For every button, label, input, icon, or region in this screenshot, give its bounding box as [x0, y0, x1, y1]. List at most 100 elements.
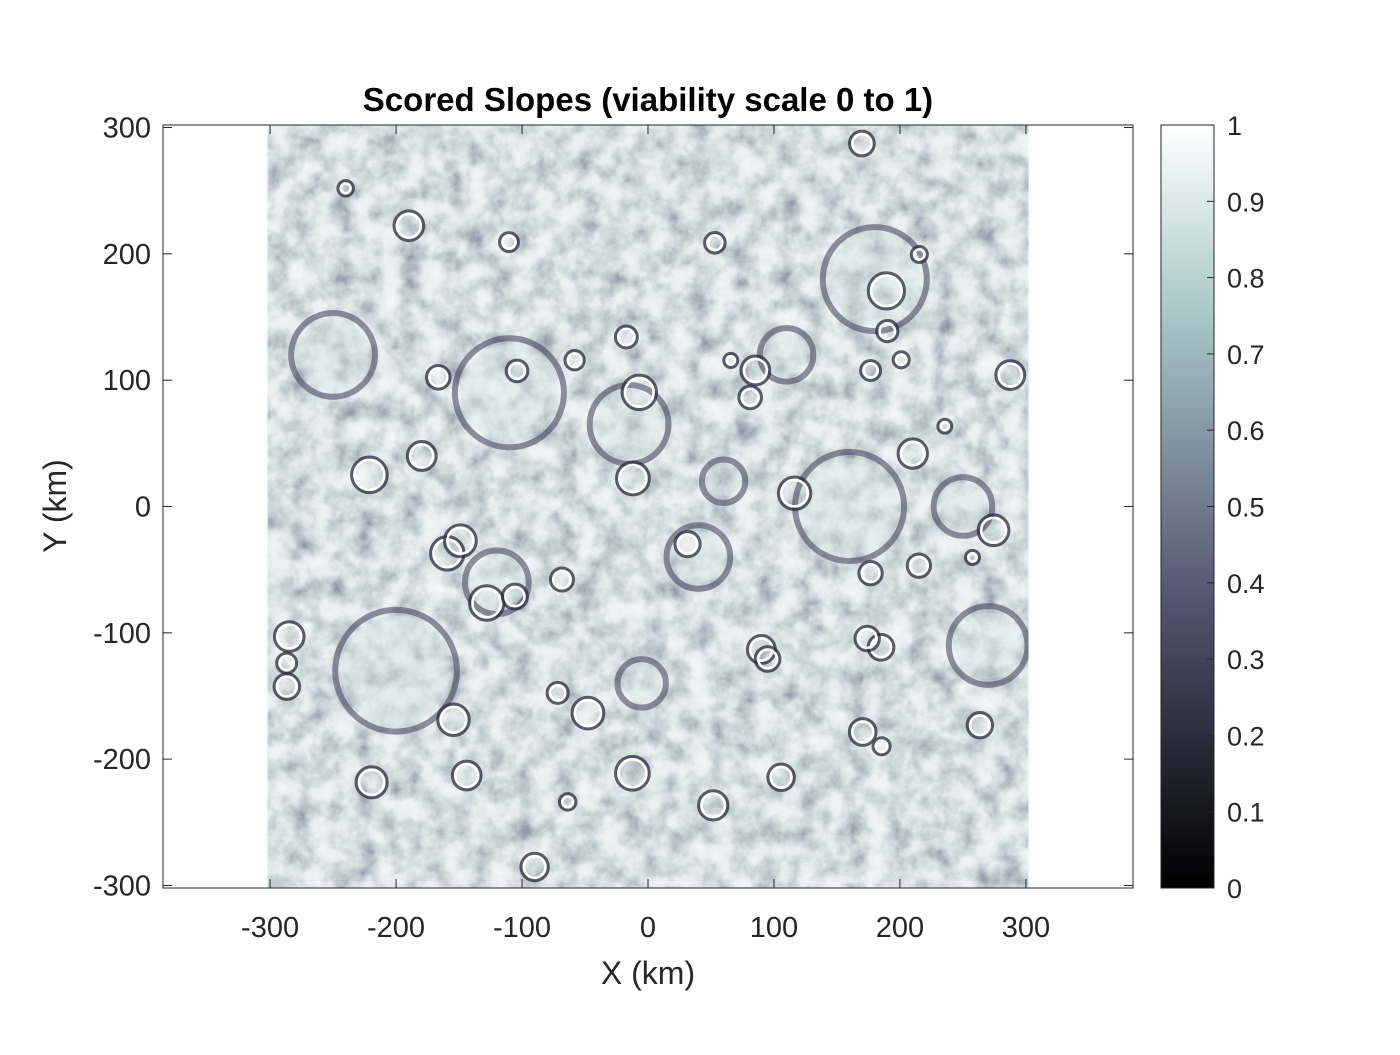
- small-crater-ring: [894, 353, 908, 367]
- colorbar-tick-label: 0.4: [1227, 569, 1265, 599]
- y-tick-label: 300: [103, 113, 151, 145]
- small-crater-rim: [875, 318, 900, 344]
- small-crater-rim: [739, 354, 772, 387]
- small-crater-ring: [623, 376, 655, 408]
- crater-floor: [297, 319, 369, 391]
- colorbar-tick-label: 0.1: [1227, 798, 1265, 828]
- crater-rim: [288, 310, 378, 400]
- x-tick-label: 200: [876, 912, 924, 944]
- small-crater-rim: [563, 349, 586, 372]
- crater-floor: [954, 612, 1022, 679]
- small-crater-rim: [548, 566, 576, 593]
- small-crater-ring: [617, 327, 636, 347]
- small-crater-ring: [275, 675, 298, 698]
- y-tick-label: -200: [93, 744, 151, 776]
- small-crater-rim: [965, 710, 995, 740]
- small-crater-rim: [336, 179, 355, 198]
- small-crater-rim: [896, 437, 929, 470]
- small-crater-ring: [276, 623, 303, 650]
- small-crater-ring: [439, 705, 468, 734]
- small-crater-ring: [851, 132, 873, 155]
- crater-floor: [707, 465, 740, 497]
- crater-rim: [614, 656, 669, 711]
- small-crater-rim: [697, 789, 730, 822]
- x-tick-label: 100: [750, 912, 798, 944]
- small-crater-rim: [905, 552, 933, 579]
- small-crater-rim: [976, 513, 1011, 548]
- small-crater-rim: [753, 645, 782, 673]
- colorbar-gradient: [1160, 124, 1215, 889]
- y-axis-label: Y (km): [37, 459, 73, 553]
- small-crater-ring: [561, 795, 575, 809]
- small-crater-rim: [519, 851, 550, 883]
- crater-floor: [828, 233, 921, 326]
- x-axis-label: X (km): [601, 955, 695, 991]
- small-crater-rim: [392, 209, 426, 243]
- small-crater-ring: [522, 855, 547, 879]
- crater-floor: [672, 531, 725, 583]
- small-crater-ring: [278, 654, 295, 672]
- small-crater-rim: [545, 680, 570, 705]
- small-crater-ring: [618, 463, 648, 494]
- small-crater-rim: [613, 324, 639, 350]
- crater-floor: [623, 665, 660, 702]
- y-tick-label: 100: [103, 365, 151, 397]
- small-crater-ring: [908, 555, 929, 576]
- small-crater-rim: [871, 736, 892, 757]
- crater-floor: [471, 556, 523, 609]
- colorbar-tick-label: 0: [1227, 874, 1242, 904]
- small-crater-rim: [776, 475, 813, 511]
- small-crater-ring: [862, 362, 879, 379]
- small-crater-rim: [450, 759, 483, 792]
- small-crater-ring: [573, 698, 603, 728]
- x-tick-label: 300: [1002, 912, 1050, 944]
- small-crater-rim: [722, 351, 740, 369]
- small-crater-ring: [912, 248, 926, 261]
- small-crater-ring: [899, 440, 926, 467]
- small-crater-ring: [869, 274, 903, 308]
- small-crater-rim: [424, 363, 452, 391]
- x-tick-label: 0: [640, 912, 656, 944]
- small-crater-ring: [357, 768, 386, 797]
- small-crater-ring: [851, 720, 875, 744]
- small-crater-rim: [673, 530, 702, 559]
- crater-rim: [451, 335, 567, 451]
- small-crater-rim: [500, 582, 529, 611]
- crater-floor: [939, 483, 987, 530]
- small-crater-ring: [501, 234, 517, 250]
- colorbar-tick-label: 0.6: [1227, 416, 1265, 446]
- small-crater-rim: [354, 765, 389, 800]
- small-crater-ring: [454, 762, 480, 789]
- small-crater-rim: [620, 373, 659, 412]
- small-crater-ring: [780, 478, 809, 508]
- small-crater-ring: [860, 563, 881, 584]
- small-crater-rim: [504, 358, 530, 384]
- small-crater-ring: [742, 357, 769, 384]
- crater-rim: [930, 474, 996, 539]
- crater-floor: [765, 334, 808, 376]
- y-axis: 300 200 100 0 -100 -200 -300: [93, 113, 1133, 902]
- small-crater-rim: [614, 460, 651, 497]
- crater-floor: [801, 457, 899, 556]
- small-crater-rim: [847, 129, 876, 158]
- colorbar-tick-label: 0.7: [1227, 340, 1265, 370]
- crater-floor: [341, 615, 451, 726]
- x-tick-label: -200: [367, 912, 425, 944]
- small-crater-ring: [967, 552, 978, 563]
- small-crater-ring: [395, 212, 422, 239]
- small-crater-rim: [442, 523, 478, 559]
- small-crater-ring: [856, 628, 878, 649]
- small-crater-ring: [507, 361, 527, 380]
- small-crater-ring: [740, 387, 760, 407]
- small-crater-ring: [749, 637, 774, 662]
- small-crater-rim: [891, 350, 911, 370]
- colorbar-tick-label: 0.5: [1227, 493, 1265, 523]
- small-crater-rim: [737, 384, 763, 411]
- small-crater-ring: [725, 355, 737, 366]
- crater-floor: [460, 344, 558, 442]
- small-crater-rim: [994, 359, 1027, 391]
- y-tick-label: 0: [135, 492, 151, 524]
- small-crater-ring: [700, 792, 727, 819]
- small-crater-ring: [339, 182, 352, 195]
